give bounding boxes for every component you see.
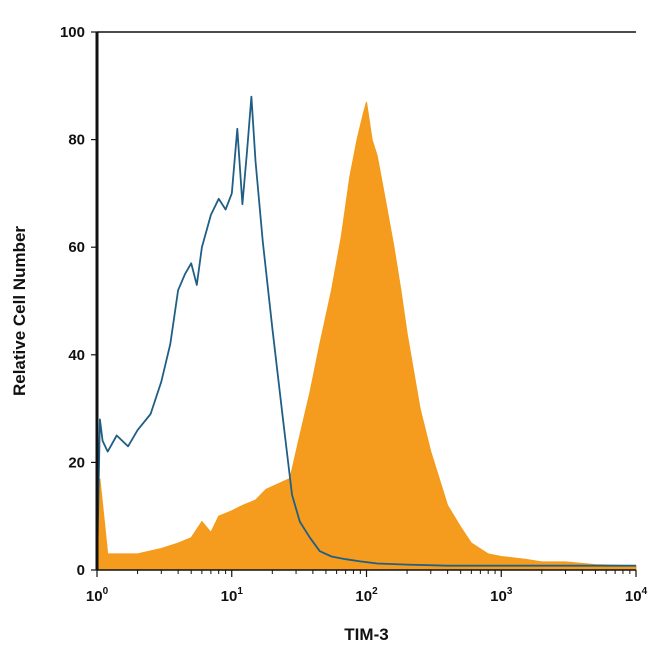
tick-marks <box>91 31 637 577</box>
y-tick-label: 80 <box>68 132 85 149</box>
y-axis-title: Relative Cell Number <box>10 226 29 396</box>
x-tick-label: 104 <box>625 586 648 605</box>
x-axis-title: TIM-3 <box>344 625 388 644</box>
plot-area <box>96 95 637 571</box>
x-tick-label: 103 <box>490 586 513 605</box>
x-tick-label: 101 <box>221 586 244 605</box>
y-tick-label: 60 <box>68 239 85 256</box>
histogram-series-2 <box>96 95 636 571</box>
tick-labels: 0 20 40 60 80 100 100 101 102 103 104 <box>60 24 648 605</box>
x-tick-label: 102 <box>355 586 378 605</box>
y-tick-label: 40 <box>68 347 85 364</box>
y-tick-label: 100 <box>60 24 85 41</box>
y-tick-label: 20 <box>68 454 85 471</box>
x-tick-label: 100 <box>86 586 109 605</box>
histogram-series-1 <box>96 101 637 571</box>
y-tick-label: 0 <box>77 562 85 579</box>
